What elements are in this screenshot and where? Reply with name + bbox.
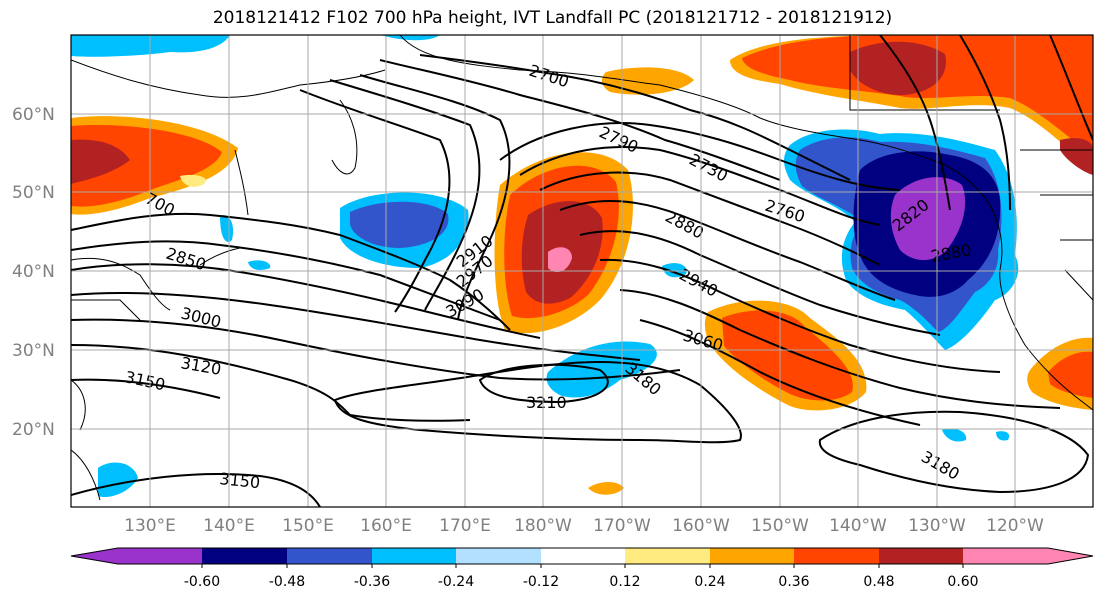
lon-label: 140°W bbox=[829, 516, 887, 536]
colorbar-tick-label: 0.60 bbox=[947, 574, 978, 590]
lat-label: 30°N bbox=[12, 341, 55, 361]
lon-label: 180°W bbox=[514, 516, 572, 536]
colorbar-tick-label: -0.36 bbox=[354, 574, 390, 590]
ivt-anomaly-fills bbox=[71, 35, 1093, 498]
longitude-labels: 130°E 140°E 150°E 160°E 170°E 180°W 170°… bbox=[124, 516, 1044, 536]
contour-label-group: 2700 2790 2730 2760 2880 2940 2910 2970 … bbox=[123, 61, 973, 493]
colorbar-segment bbox=[287, 548, 372, 564]
colorbar-segment bbox=[202, 548, 287, 564]
colorbar-tick-label: -0.12 bbox=[523, 574, 559, 590]
colorbar-tick-label: -0.24 bbox=[438, 574, 474, 590]
colorbar-tick-label: 0.24 bbox=[694, 574, 725, 590]
colorbar-labels: -0.60 -0.48 -0.36 -0.24 -0.12 0.12 0.24 … bbox=[184, 574, 979, 590]
graticule bbox=[71, 35, 1093, 507]
map-frame bbox=[70, 34, 1094, 508]
lon-label: 170°E bbox=[439, 516, 491, 536]
colorbar-segment bbox=[879, 548, 963, 564]
colorbar-tick-label: 0.12 bbox=[609, 574, 640, 590]
lon-label: 150°W bbox=[751, 516, 809, 536]
colorbar-segment bbox=[625, 548, 710, 564]
colorbar-outline bbox=[70, 547, 1094, 565]
latitude-labels: 60°N 50°N 40°N 30°N 20°N bbox=[12, 105, 55, 440]
colorbar-segments bbox=[70, 547, 1094, 565]
colorbar: -0.60 -0.48 -0.36 -0.24 -0.12 0.12 0.24 … bbox=[70, 547, 1094, 590]
lon-label: 150°E bbox=[282, 516, 334, 536]
contour-label: 3210 bbox=[526, 393, 567, 412]
lon-label: 160°W bbox=[672, 516, 730, 536]
height-contours bbox=[71, 35, 1093, 507]
colorbar-segment bbox=[710, 548, 794, 564]
colorbar-segment bbox=[794, 548, 879, 564]
lat-label: 60°N bbox=[12, 105, 55, 125]
lon-label: 130°E bbox=[124, 516, 176, 536]
colorbar-ticks bbox=[201, 564, 964, 568]
map-plot-area: 2700 2790 2730 2760 2880 2940 2910 2970 … bbox=[71, 35, 1093, 507]
lon-label: 170°W bbox=[593, 516, 651, 536]
colorbar-tick-label: -0.48 bbox=[269, 574, 305, 590]
lat-label: 40°N bbox=[12, 262, 55, 282]
colorbar-segment bbox=[963, 548, 1093, 564]
lat-label: 50°N bbox=[12, 183, 55, 203]
colorbar-tick-label: 0.36 bbox=[778, 574, 809, 590]
lon-label: 130°W bbox=[908, 516, 966, 536]
lat-label: 20°N bbox=[12, 420, 55, 440]
lon-label: 120°W bbox=[986, 516, 1044, 536]
lon-label: 140°E bbox=[203, 516, 255, 536]
colorbar-segment bbox=[456, 548, 541, 564]
colorbar-segment bbox=[372, 548, 456, 564]
colorbar-tick-label: -0.60 bbox=[184, 574, 220, 590]
colorbar-tick-label: 0.48 bbox=[863, 574, 894, 590]
map-title: 2018121412 F102 700 hPa height, IVT Land… bbox=[212, 8, 893, 28]
colorbar-segment bbox=[71, 548, 202, 564]
coastlines bbox=[71, 35, 1093, 501]
lon-label: 160°E bbox=[360, 516, 412, 536]
colorbar-segment bbox=[541, 548, 625, 564]
